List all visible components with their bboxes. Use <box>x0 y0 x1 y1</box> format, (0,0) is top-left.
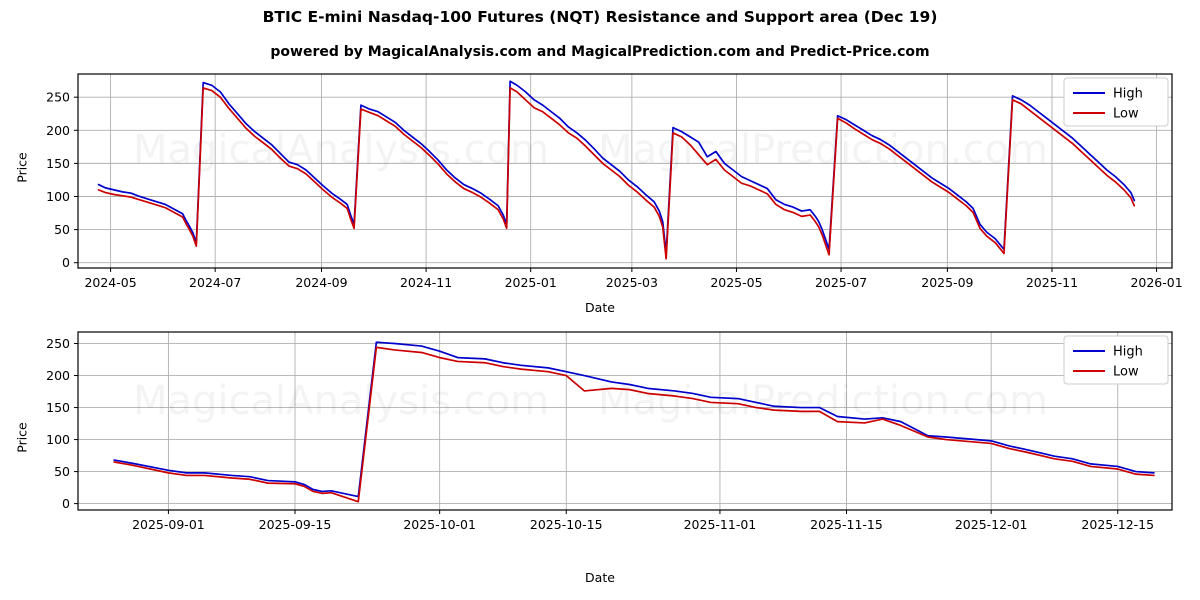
axes-frame <box>77 331 1173 511</box>
watermark-left: MagicalAnalysis.com <box>133 127 549 173</box>
page-subtitle: powered by MagicalAnalysis.com and Magic… <box>270 44 930 60</box>
xtick-label: 2025-11 <box>1026 275 1078 290</box>
xtick-label: 2024-09 <box>295 275 347 290</box>
legend: High Low <box>1063 335 1169 385</box>
legend-label-low: Low <box>1113 107 1139 122</box>
watermark-left: MagicalAnalysis.com <box>133 378 549 424</box>
legend: High Low <box>1063 77 1169 127</box>
bottom-chart-ylabel: Price <box>14 422 30 453</box>
bottom-chart-panel: MagicalAnalysis.com MagicalPrediction.com… <box>0 322 1200 544</box>
series-line-high <box>113 341 1155 498</box>
legend-label-high: High <box>1113 345 1143 360</box>
xtick-label: 2025-09-01 <box>132 517 205 532</box>
xtick-label: 2025-07 <box>815 275 867 290</box>
xtick-label: 2025-11-15 <box>810 517 883 532</box>
ytick-label: 250 <box>46 336 70 351</box>
xtick-label: 2025-12-01 <box>955 517 1028 532</box>
top-chart-ylabel: Price <box>14 152 30 183</box>
page-title: BTIC E-mini Nasdaq-100 Futures (NQT) Res… <box>262 8 938 26</box>
ytick-label: 150 <box>46 156 70 171</box>
series-line-high <box>97 80 1136 255</box>
bottom-chart-xlabel: Date <box>585 570 615 585</box>
axes-frame <box>77 73 1173 269</box>
top-chart-svg: MagicalAnalysis.com MagicalPrediction.com… <box>46 73 1183 290</box>
xtick-label: 2024-07 <box>189 275 241 290</box>
xtick-label: 2025-10-15 <box>530 517 603 532</box>
ytick-label: 100 <box>46 432 70 447</box>
xtick-label: 2025-12-15 <box>1081 517 1154 532</box>
xtick-label: 2025-01 <box>505 275 557 290</box>
xtick-label: 2024-05 <box>84 275 136 290</box>
ytick-label: 150 <box>46 400 70 415</box>
ytick-label: 200 <box>46 368 70 383</box>
series-line-low <box>113 346 1155 503</box>
top-chart-panel: MagicalAnalysis.com MagicalPrediction.com… <box>0 62 1200 314</box>
series-line-low <box>97 87 1136 260</box>
xtick-label: 2025-09 <box>921 275 973 290</box>
ytick-label: 250 <box>46 90 70 105</box>
xtick-label: 2025-10-01 <box>403 517 476 532</box>
bottom-chart-svg: MagicalAnalysis.com MagicalPrediction.com… <box>46 331 1173 532</box>
xtick-label: 2025-09-15 <box>259 517 332 532</box>
watermark-right: MagicalPrediction.com <box>598 127 1048 173</box>
legend-label-high: High <box>1113 87 1143 102</box>
xtick-label: 2025-11-01 <box>684 517 757 532</box>
ytick-label: 200 <box>46 123 70 138</box>
watermark-right: MagicalPrediction.com <box>598 378 1048 424</box>
legend-label-low: Low <box>1113 365 1139 380</box>
ytick-label: 50 <box>54 222 70 237</box>
ytick-label: 100 <box>46 189 70 204</box>
xtick-label: 2026-01 <box>1130 275 1182 290</box>
xtick-label: 2025-05 <box>710 275 762 290</box>
xtick-label: 2025-03 <box>606 275 658 290</box>
ytick-label: 0 <box>62 255 70 270</box>
top-chart-xlabel: Date <box>585 300 615 315</box>
xtick-label: 2024-11 <box>400 275 452 290</box>
ytick-label: 0 <box>62 496 70 511</box>
ytick-label: 50 <box>54 464 70 479</box>
